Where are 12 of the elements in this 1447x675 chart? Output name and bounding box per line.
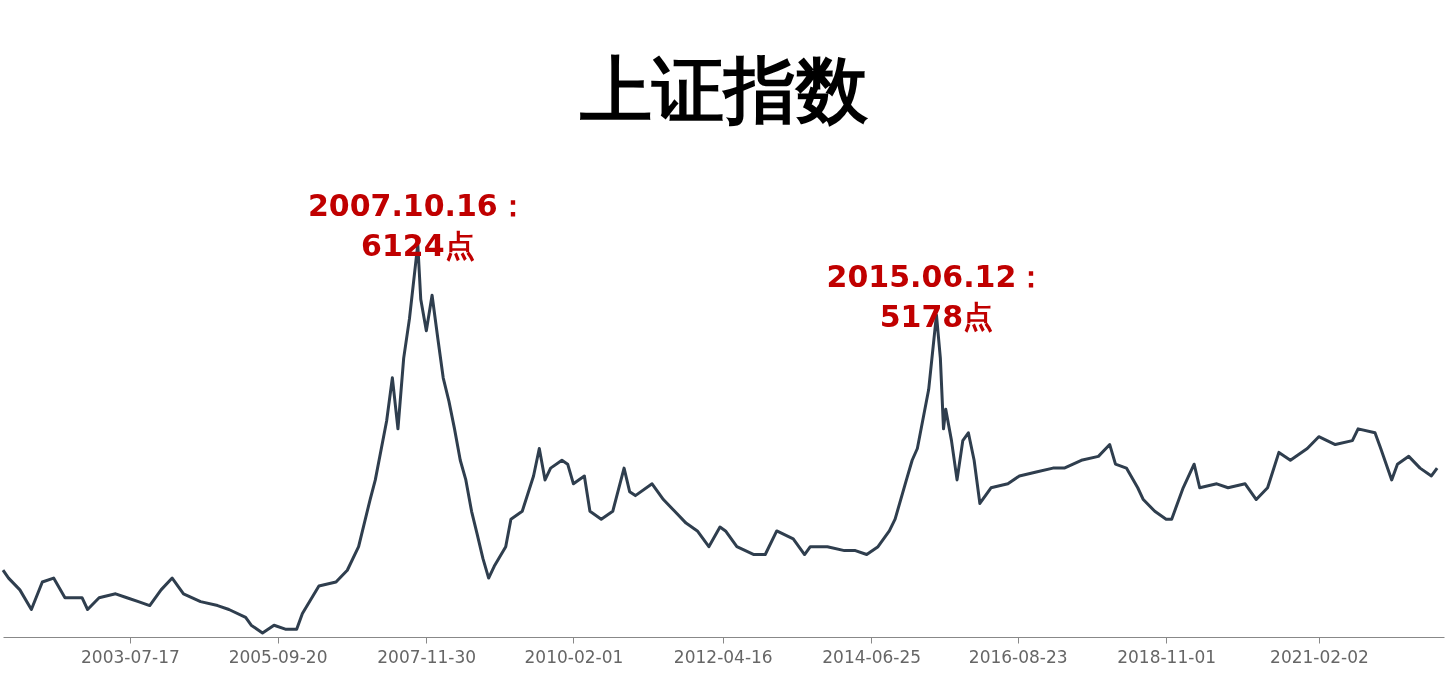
annotation: 2007.10.16： 6124点	[307, 188, 528, 264]
x-tick-label: 2016-08-23	[968, 646, 1068, 667]
annotation: 2015.06.12： 5178点	[826, 258, 1047, 334]
x-tick-label: 2005-09-20	[228, 646, 328, 667]
x-tick-label: 2003-07-17	[80, 646, 180, 667]
x-tick-label: 2007-11-30	[377, 646, 477, 667]
x-tick-label: 2012-04-16	[673, 646, 773, 667]
x-tick-label: 2021-02-02	[1270, 646, 1369, 667]
x-tick-label: 2018-11-01	[1117, 646, 1217, 667]
x-tick-label: 2010-02-01	[524, 646, 624, 667]
chart-title: 上证指数	[579, 48, 869, 132]
x-tick-label: 2014-06-25	[822, 646, 922, 667]
